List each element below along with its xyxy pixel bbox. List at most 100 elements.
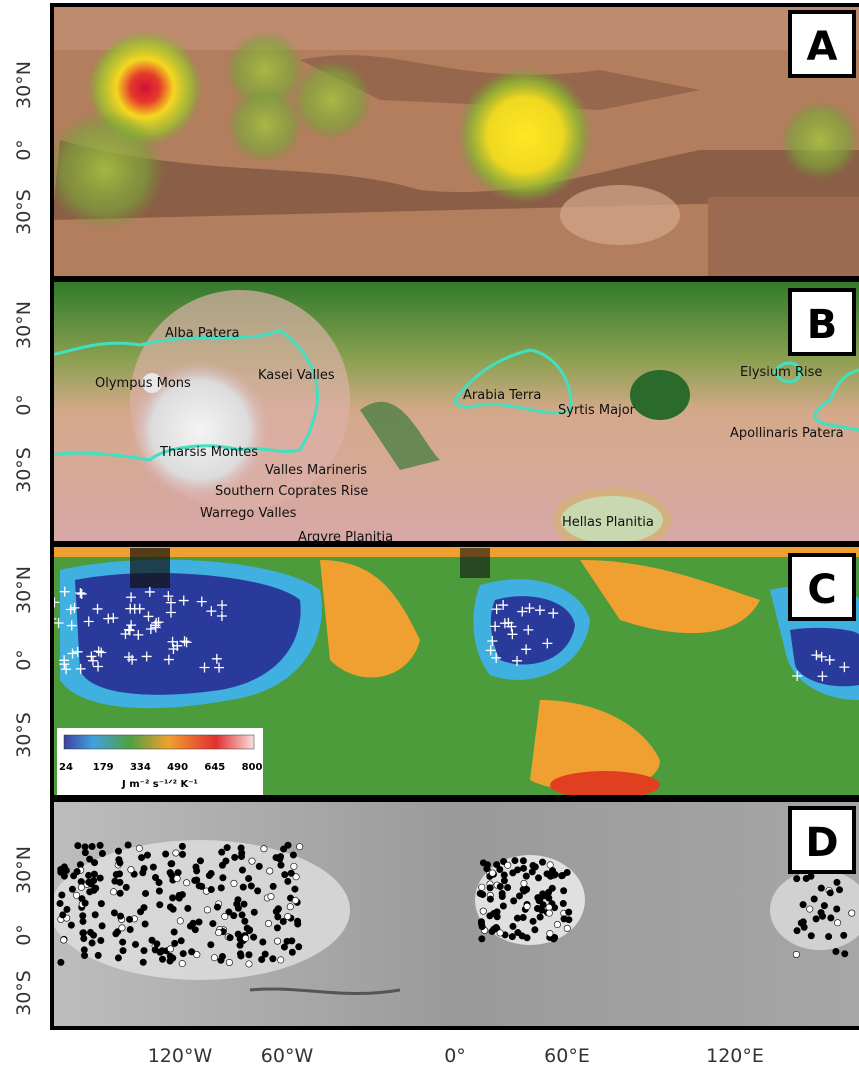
dot-marker <box>218 885 224 891</box>
dot-marker <box>173 850 179 856</box>
dot-marker <box>208 886 214 892</box>
dot-marker <box>267 868 273 874</box>
dot-marker <box>167 953 173 959</box>
dot-marker <box>520 865 526 871</box>
dot-marker <box>505 862 511 868</box>
dot-marker <box>520 914 526 920</box>
dot-marker <box>208 870 214 876</box>
dot-marker <box>92 912 98 918</box>
dot-marker <box>235 931 241 937</box>
dot-marker <box>142 921 148 927</box>
dot-marker <box>97 875 103 881</box>
dot-marker <box>227 934 233 940</box>
dot-marker <box>144 852 150 858</box>
dot-marker <box>174 875 180 881</box>
latitude-label: 30°N <box>13 301 35 349</box>
dot-marker <box>117 860 123 866</box>
dot-marker <box>110 889 116 895</box>
dot-marker <box>510 923 516 929</box>
colorbar-tick-label: 24 <box>59 762 73 773</box>
panel-b-map <box>52 280 859 548</box>
dot-marker <box>210 920 216 926</box>
dot-marker <box>170 906 176 912</box>
dot-marker <box>214 904 220 910</box>
dot-marker <box>149 937 155 943</box>
longitude-label: 120°E <box>706 1045 764 1067</box>
dot-marker <box>827 890 833 896</box>
dot-marker <box>549 885 555 891</box>
dot-marker <box>246 927 252 933</box>
dot-marker <box>61 873 67 879</box>
dot-marker <box>220 875 226 881</box>
colorbar-tick-label: 800 <box>242 762 263 773</box>
dot-marker <box>99 850 105 856</box>
dot-marker <box>514 867 520 873</box>
dot-marker <box>280 846 286 852</box>
dot-marker <box>523 873 529 879</box>
dot-marker <box>813 916 819 922</box>
dot-marker <box>239 912 245 918</box>
dot-marker <box>127 926 133 932</box>
feature-label: Southern Coprates Rise <box>215 484 368 499</box>
dot-marker <box>262 951 268 957</box>
panel-letter: C <box>807 567 836 613</box>
dot-marker <box>183 880 189 886</box>
dot-marker <box>140 959 146 965</box>
feature-label: Tharsis Montes <box>159 445 258 460</box>
dot-marker <box>539 859 545 865</box>
longitude-label: 0° <box>444 1045 466 1067</box>
dot-marker <box>818 909 824 915</box>
dot-marker <box>169 895 175 901</box>
panel-letter: D <box>805 820 838 866</box>
dot-marker <box>128 866 134 872</box>
dot-marker <box>537 914 543 920</box>
dot-marker <box>246 961 252 967</box>
latitude-label: 0° <box>13 394 35 416</box>
dot-marker <box>141 947 147 953</box>
dot-marker <box>251 909 257 915</box>
dot-marker <box>162 851 168 857</box>
dot-marker <box>179 960 185 966</box>
dot-marker <box>193 864 199 870</box>
dot-marker <box>141 865 147 871</box>
dot-marker <box>256 863 262 869</box>
dot-marker <box>150 864 156 870</box>
feature-label: Olympus Mons <box>95 376 191 391</box>
dot-marker <box>232 854 238 860</box>
dot-marker <box>188 949 194 955</box>
dot-marker <box>196 919 202 925</box>
latitude-label: 30°N <box>13 846 35 894</box>
dot-marker <box>115 955 121 961</box>
colorbar-tick-label: 490 <box>167 762 188 773</box>
dot-marker <box>91 871 97 877</box>
dot-marker <box>292 897 298 903</box>
dot-marker <box>193 877 199 883</box>
dot-marker <box>204 907 210 913</box>
dot-marker <box>296 944 302 950</box>
dot-marker <box>479 923 485 929</box>
dot-marker <box>821 902 827 908</box>
dot-marker <box>126 916 132 922</box>
dot-marker <box>524 903 530 909</box>
latitude-label: 30°S <box>13 970 35 1016</box>
feature-label: Apollinaris Patera <box>730 426 844 441</box>
dot-marker <box>196 883 202 889</box>
dot-marker <box>82 849 88 855</box>
dot-marker <box>179 891 185 897</box>
dot-marker <box>152 874 158 880</box>
dot-marker <box>86 856 92 862</box>
dot-marker <box>807 906 813 912</box>
dot-marker <box>546 910 552 916</box>
dot-marker <box>818 885 824 891</box>
colorbar-tick-label: 179 <box>93 762 114 773</box>
dot-marker <box>179 851 185 857</box>
dot-marker <box>265 920 271 926</box>
dot-marker <box>187 923 193 929</box>
dot-marker <box>98 937 104 943</box>
dot-marker <box>222 913 228 919</box>
dot-marker <box>549 867 555 873</box>
dot-marker <box>81 952 87 958</box>
dot-marker <box>240 884 246 890</box>
dot-marker <box>489 870 495 876</box>
dot-marker <box>509 933 515 939</box>
